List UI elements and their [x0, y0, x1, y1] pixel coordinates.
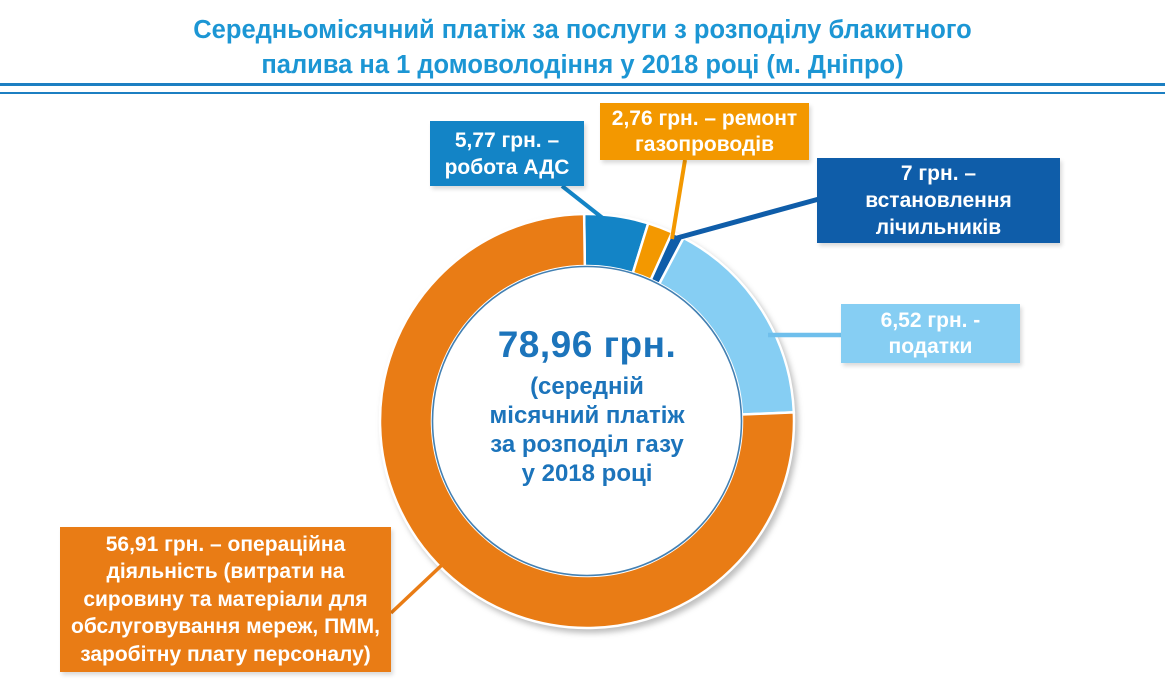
callout-remont-gazoprovodiv: 2,76 грн. – ремонт газопроводів: [600, 103, 809, 160]
total-description: (середній місячний платіж за розподіл га…: [489, 373, 685, 487]
title-divider-thin: [0, 92, 1165, 94]
callout-ads: 5,77 грн. – робота АДС: [430, 121, 584, 186]
donut-ring: [378, 212, 796, 630]
leader-line-ads: [560, 184, 616, 229]
chart-title: Середньомісячний платіж за послуги з роз…: [193, 16, 972, 79]
leader-line-remont: [670, 159, 687, 240]
callout-ads-label: 5,77 грн. – робота АДС: [444, 128, 570, 179]
callout-podatky: 6,52 грн. - податки: [841, 304, 1020, 363]
callout-remont-label: 2,76 грн. – ремонт газопроводів: [611, 106, 798, 156]
leader-line-lichylnyky: [676, 196, 820, 241]
callout-operational-label: 56,91 грн. – операційна діяльність (витр…: [71, 532, 380, 666]
callout-lichylnyky-label: 7 грн. – встановлення лічильників: [865, 162, 1012, 239]
callout-podatky-label: 6,52 грн. - податки: [880, 308, 981, 358]
callout-vstanovlennia-lichylnykiv: 7 грн. – встановлення лічильників: [817, 158, 1060, 243]
callout-operatsiina-diialnist: 56,91 грн. – операційна діяльність (витр…: [60, 527, 391, 672]
leader-line-operational: [389, 562, 445, 615]
donut-center-label: 78,96 грн. (середній місячний платіж за …: [412, 324, 762, 488]
title-divider-thick: [0, 83, 1165, 86]
total-value: 78,96 грн.: [497, 324, 677, 365]
donut-inner-circle: [431, 265, 743, 577]
